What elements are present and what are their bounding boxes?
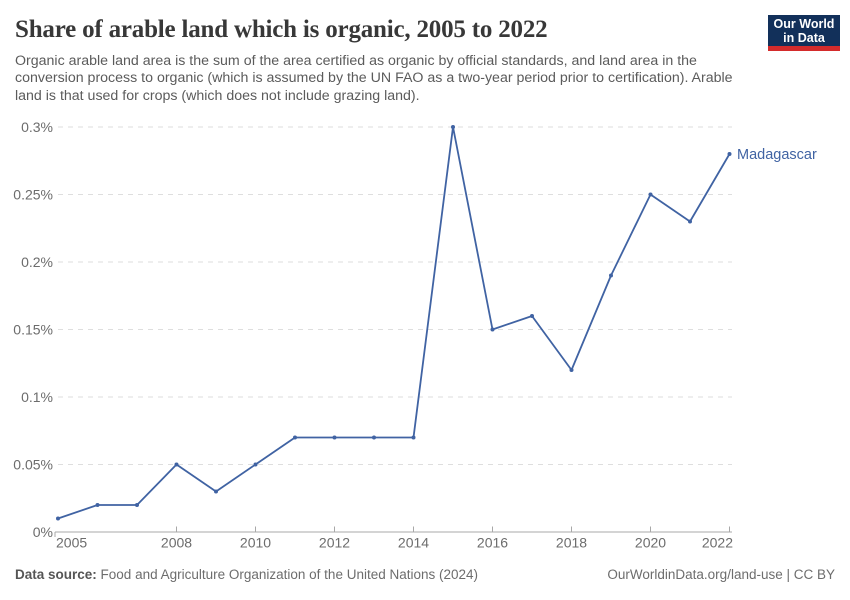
data-point[interactable] [688,219,692,224]
data-point[interactable] [609,273,613,278]
data-point[interactable] [727,152,732,156]
page-title: Share of arable land which is organic, 2… [15,16,548,43]
x-axis-tick-label: 2022 [702,535,733,551]
y-axis-tick-label: 0.05% [13,457,53,473]
data-point[interactable] [451,125,455,129]
y-axis-tick-label: 0.25% [13,187,53,203]
x-axis-tick-label: 2012 [319,535,350,551]
x-axis-tick-label: 2010 [240,535,271,551]
chart-footer: Data source: Food and Agriculture Organi… [15,567,835,582]
owid-logo-accent-bar [768,46,840,51]
x-axis-tick-label: 2016 [477,535,508,551]
data-point[interactable] [530,314,534,318]
data-source-label: Data source: [15,567,97,582]
y-axis-tick-label: 0% [33,524,53,540]
data-point[interactable] [569,368,574,372]
owid-logo-line1: Our World [773,16,835,31]
y-axis-tick-label: 0.2% [21,254,53,270]
data-point[interactable] [253,462,258,467]
x-axis-tick-label: 2008 [161,535,192,551]
entity-label[interactable]: Madagascar [737,147,817,163]
data-source-text: Food and Agriculture Organization of the… [100,567,479,582]
data-point[interactable] [372,435,376,440]
owid-logo-box: Our World in Data [768,15,840,46]
data-point[interactable] [332,435,337,440]
x-axis-tick-label: 2005 [56,535,87,551]
data-point[interactable] [135,503,139,507]
data-point[interactable] [648,192,653,197]
y-axis-tick-label: 0.3% [21,119,53,135]
data-point[interactable] [214,489,218,494]
data-point[interactable] [490,327,495,332]
x-axis-tick-label: 2018 [556,535,587,551]
data-point[interactable] [56,516,60,521]
x-axis-tick-label: 2020 [635,535,666,551]
data-point[interactable] [95,503,100,507]
data-point[interactable] [411,435,416,440]
chart-subtitle: Organic arable land area is the sum of t… [15,53,733,104]
series-line[interactable] [57,126,731,520]
data-point[interactable] [174,462,179,467]
attribution: OurWorldinData.org/land-use | CC BY [607,567,835,582]
y-axis-tick-label: 0.15% [13,322,53,338]
data-point[interactable] [293,435,297,440]
x-axis-tick-label: 2014 [398,535,429,551]
y-axis-tick-label: 0.1% [21,389,53,405]
owid-logo-line2: in Data [783,30,825,45]
owid-logo[interactable]: Our World in Data [768,15,840,51]
data-source: Data source: Food and Agriculture Organi… [15,567,478,582]
